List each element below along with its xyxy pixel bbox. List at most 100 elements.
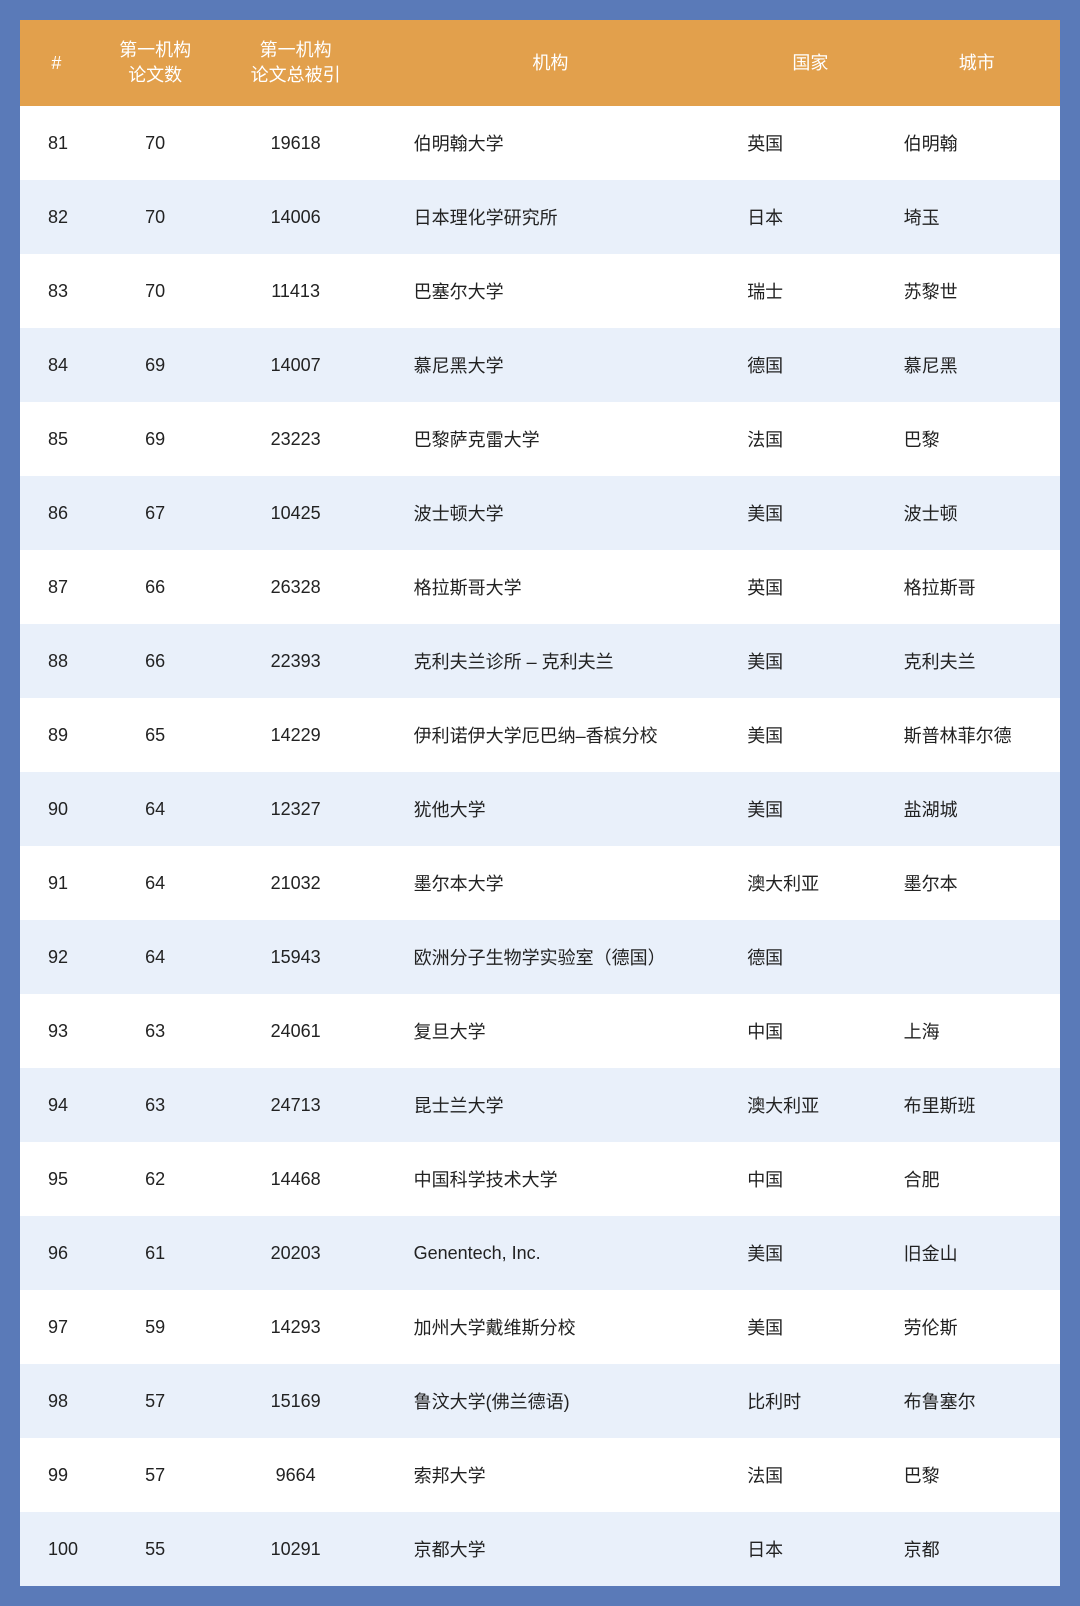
table-row: 99579664索邦大学法国巴黎 bbox=[20, 1438, 1060, 1512]
cell-rank: 94 bbox=[20, 1068, 93, 1142]
col-header-rank: # bbox=[20, 20, 93, 106]
cell-cites: 24713 bbox=[218, 1068, 374, 1142]
cell-ctry: 德国 bbox=[727, 920, 893, 994]
cell-ctry: 美国 bbox=[727, 698, 893, 772]
cell-cites: 23223 bbox=[218, 402, 374, 476]
cell-ctry: 澳大利亚 bbox=[727, 1068, 893, 1142]
cell-cites: 26328 bbox=[218, 550, 374, 624]
cell-count: 65 bbox=[93, 698, 218, 772]
cell-ctry: 英国 bbox=[727, 106, 893, 180]
cell-count: 57 bbox=[93, 1438, 218, 1512]
table-row: 956214468中国科学技术大学中国合肥 bbox=[20, 1142, 1060, 1216]
cell-city: 埼玉 bbox=[894, 180, 1060, 254]
cell-rank: 91 bbox=[20, 846, 93, 920]
cell-rank: 90 bbox=[20, 772, 93, 846]
table-row: 1005510291京都大学日本京都 bbox=[20, 1512, 1060, 1586]
cell-count: 64 bbox=[93, 846, 218, 920]
cell-ctry: 德国 bbox=[727, 328, 893, 402]
cell-inst: 鲁汶大学(佛兰德语) bbox=[374, 1364, 728, 1438]
cell-count: 55 bbox=[93, 1512, 218, 1586]
cell-ctry: 法国 bbox=[727, 1438, 893, 1512]
cell-inst: 克利夫兰诊所 – 克利夫兰 bbox=[374, 624, 728, 698]
cell-inst: 京都大学 bbox=[374, 1512, 728, 1586]
table-row: 916421032墨尔本大学澳大利亚墨尔本 bbox=[20, 846, 1060, 920]
cell-inst: 欧洲分子生物学实验室（德国） bbox=[374, 920, 728, 994]
cell-ctry: 日本 bbox=[727, 180, 893, 254]
cell-rank: 100 bbox=[20, 1512, 93, 1586]
cell-inst: 慕尼黑大学 bbox=[374, 328, 728, 402]
cell-count: 66 bbox=[93, 550, 218, 624]
cell-inst: 索邦大学 bbox=[374, 1438, 728, 1512]
col-header-count: 第一机构论文数 bbox=[93, 20, 218, 106]
cell-cites: 15169 bbox=[218, 1364, 374, 1438]
cell-rank: 93 bbox=[20, 994, 93, 1068]
cell-cites: 12327 bbox=[218, 772, 374, 846]
cell-ctry: 中国 bbox=[727, 994, 893, 1068]
table-row: 837011413巴塞尔大学瑞士苏黎世 bbox=[20, 254, 1060, 328]
cell-rank: 83 bbox=[20, 254, 93, 328]
cell-inst: 巴黎萨克雷大学 bbox=[374, 402, 728, 476]
cell-city: 旧金山 bbox=[894, 1216, 1060, 1290]
cell-city: 斯普林菲尔德 bbox=[894, 698, 1060, 772]
cell-ctry: 美国 bbox=[727, 772, 893, 846]
cell-rank: 95 bbox=[20, 1142, 93, 1216]
cell-rank: 97 bbox=[20, 1290, 93, 1364]
cell-ctry: 美国 bbox=[727, 476, 893, 550]
cell-inst: Genentech, Inc. bbox=[374, 1216, 728, 1290]
table-row: 896514229伊利诺伊大学厄巴纳–香槟分校美国斯普林菲尔德 bbox=[20, 698, 1060, 772]
cell-inst: 犹他大学 bbox=[374, 772, 728, 846]
cell-inst: 日本理化学研究所 bbox=[374, 180, 728, 254]
col-header-cites: 第一机构论文总被引 bbox=[218, 20, 374, 106]
table-row: 906412327犹他大学美国盐湖城 bbox=[20, 772, 1060, 846]
cell-city: 墨尔本 bbox=[894, 846, 1060, 920]
cell-rank: 84 bbox=[20, 328, 93, 402]
col-header-inst: 机构 bbox=[374, 20, 728, 106]
cell-city bbox=[894, 920, 1060, 994]
cell-inst: 加州大学戴维斯分校 bbox=[374, 1290, 728, 1364]
cell-ctry: 瑞士 bbox=[727, 254, 893, 328]
cell-cites: 14293 bbox=[218, 1290, 374, 1364]
table-row: 817019618伯明翰大学英国伯明翰 bbox=[20, 106, 1060, 180]
cell-cites: 22393 bbox=[218, 624, 374, 698]
cell-rank: 99 bbox=[20, 1438, 93, 1512]
cell-city: 波士顿 bbox=[894, 476, 1060, 550]
cell-city: 巴黎 bbox=[894, 1438, 1060, 1512]
cell-cites: 20203 bbox=[218, 1216, 374, 1290]
cell-ctry: 比利时 bbox=[727, 1364, 893, 1438]
cell-cites: 10425 bbox=[218, 476, 374, 550]
cell-cites: 9664 bbox=[218, 1438, 374, 1512]
table-header-row: # 第一机构论文数 第一机构论文总被引 机构 国家 城市 bbox=[20, 20, 1060, 106]
table-row: 866710425波士顿大学美国波士顿 bbox=[20, 476, 1060, 550]
cell-count: 70 bbox=[93, 254, 218, 328]
cell-ctry: 美国 bbox=[727, 1216, 893, 1290]
cell-inst: 波士顿大学 bbox=[374, 476, 728, 550]
cell-cites: 21032 bbox=[218, 846, 374, 920]
table-row: 876626328格拉斯哥大学英国格拉斯哥 bbox=[20, 550, 1060, 624]
cell-city: 慕尼黑 bbox=[894, 328, 1060, 402]
cell-city: 伯明翰 bbox=[894, 106, 1060, 180]
table-row: 966120203Genentech, Inc.美国旧金山 bbox=[20, 1216, 1060, 1290]
cell-ctry: 中国 bbox=[727, 1142, 893, 1216]
table-row: 985715169鲁汶大学(佛兰德语)比利时布鲁塞尔 bbox=[20, 1364, 1060, 1438]
cell-city: 布鲁塞尔 bbox=[894, 1364, 1060, 1438]
cell-city: 上海 bbox=[894, 994, 1060, 1068]
col-header-city: 城市 bbox=[894, 20, 1060, 106]
table-row: 856923223巴黎萨克雷大学法国巴黎 bbox=[20, 402, 1060, 476]
cell-count: 61 bbox=[93, 1216, 218, 1290]
cell-city: 苏黎世 bbox=[894, 254, 1060, 328]
cell-count: 67 bbox=[93, 476, 218, 550]
cell-city: 布里斯班 bbox=[894, 1068, 1060, 1142]
cell-cites: 24061 bbox=[218, 994, 374, 1068]
cell-ctry: 美国 bbox=[727, 1290, 893, 1364]
cell-count: 69 bbox=[93, 328, 218, 402]
cell-city: 格拉斯哥 bbox=[894, 550, 1060, 624]
cell-city: 盐湖城 bbox=[894, 772, 1060, 846]
table-row: 926415943欧洲分子生物学实验室（德国）德国 bbox=[20, 920, 1060, 994]
cell-cites: 14006 bbox=[218, 180, 374, 254]
table-body: 817019618伯明翰大学英国伯明翰827014006日本理化学研究所日本埼玉… bbox=[20, 106, 1060, 1586]
cell-inst: 墨尔本大学 bbox=[374, 846, 728, 920]
cell-count: 57 bbox=[93, 1364, 218, 1438]
cell-inst: 中国科学技术大学 bbox=[374, 1142, 728, 1216]
cell-city: 京都 bbox=[894, 1512, 1060, 1586]
cell-count: 59 bbox=[93, 1290, 218, 1364]
